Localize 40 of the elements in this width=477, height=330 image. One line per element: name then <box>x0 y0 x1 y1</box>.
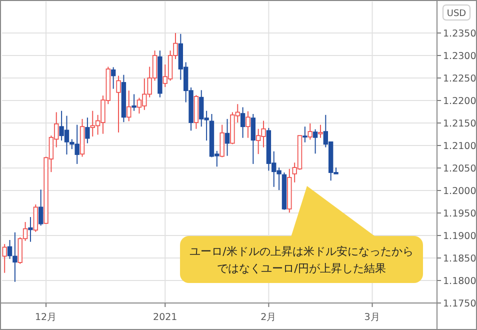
y-axis-title: USD <box>446 9 466 19</box>
annotation: ではなくユーロ/円が上昇した結果 <box>217 262 386 275</box>
y-tick-label: 1.1900 <box>443 231 476 242</box>
candlestick <box>308 122 312 140</box>
y-tick-label: 1.2300 <box>443 51 476 62</box>
y-tick-label: 1.2250 <box>443 74 476 84</box>
candlestick <box>250 114 256 164</box>
x-tick-label: 3月 <box>364 312 380 323</box>
annotation: ユーロ/米ドルの上昇は米ドル安になったから <box>190 245 414 258</box>
y-tick-label: 1.2100 <box>443 141 476 152</box>
candlestick <box>12 232 18 282</box>
candlestick <box>220 124 224 158</box>
candlestick <box>126 90 132 122</box>
candlestick <box>85 117 90 144</box>
candlestick <box>110 66 116 90</box>
candlestick <box>318 124 323 138</box>
candlestick <box>33 204 38 232</box>
candlestick <box>116 75 121 133</box>
candlestick <box>302 126 308 143</box>
candlestick <box>38 189 44 226</box>
y-tick-label: 1.1800 <box>443 276 476 287</box>
x-tick-label: 2月 <box>260 312 277 323</box>
candlestick <box>28 216 33 242</box>
x-tick-label: 12月 <box>34 312 58 323</box>
candlestick <box>132 94 136 112</box>
y-tick-label: 1.2150 <box>443 118 476 130</box>
candlestick <box>2 244 7 274</box>
y-tick-label: 1.1850 <box>443 254 476 264</box>
y-tick-label: 1.2000 <box>443 186 476 197</box>
y-tick-label: 1.2350 <box>443 28 476 40</box>
y-tick-label: 1.1750 <box>443 298 476 310</box>
y-tick-label: 1.1950 <box>443 208 476 220</box>
candlestick <box>7 240 12 260</box>
y-tick-label: 1.2200 <box>443 96 476 107</box>
x-tick-label: 2021 <box>153 312 178 323</box>
candlestick <box>312 128 318 154</box>
y-tick-label: 1.2050 <box>443 164 476 174</box>
candlestick <box>246 110 250 138</box>
candlestick <box>240 106 246 138</box>
candlestick <box>224 118 230 156</box>
